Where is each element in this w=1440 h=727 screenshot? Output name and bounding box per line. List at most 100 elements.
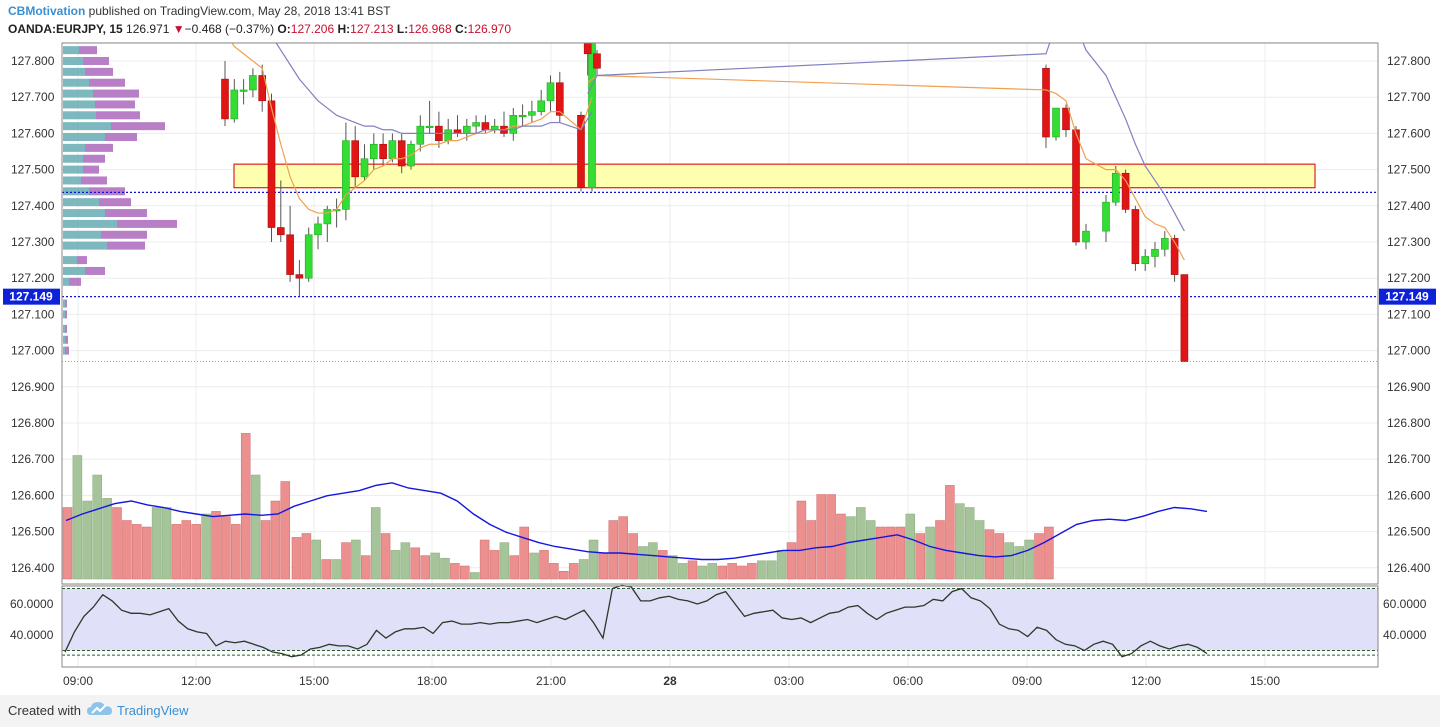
candle-body[interactable] — [1151, 248, 1159, 257]
candle-body[interactable] — [425, 125, 434, 128]
candle-body[interactable] — [379, 143, 387, 160]
candle-body[interactable] — [230, 89, 239, 120]
candle-body[interactable] — [1042, 67, 1050, 138]
candle-body[interactable] — [481, 122, 490, 131]
candle-body[interactable] — [1112, 172, 1120, 203]
volume-profile-down-bar — [65, 335, 68, 344]
y-tick-label-right: 127.200 — [1387, 271, 1431, 285]
candle-body[interactable] — [588, 43, 596, 189]
candle-body[interactable] — [444, 129, 453, 141]
y-tick-label-left: 126.700 — [11, 452, 55, 466]
candle-body[interactable] — [351, 140, 360, 178]
candle-body[interactable] — [472, 122, 480, 127]
candle-body[interactable] — [388, 140, 397, 160]
plot-border — [61, 42, 1379, 585]
low-label: L: — [396, 22, 409, 36]
tradingview-cloud-icon[interactable] — [87, 700, 113, 718]
tradingview-brand-link[interactable]: TradingView — [117, 703, 189, 718]
candle-body[interactable] — [1180, 274, 1189, 362]
candle-body[interactable] — [369, 143, 378, 160]
candle-body[interactable] — [416, 125, 425, 145]
candle-body[interactable] — [276, 227, 285, 236]
candle-body[interactable] — [323, 209, 332, 225]
candle-body[interactable] — [1062, 107, 1070, 131]
candle-body[interactable] — [546, 82, 555, 102]
volume-profile-down-bar — [85, 67, 113, 76]
candle-body[interactable] — [397, 140, 406, 167]
price-chart[interactable]: 127.800 127.800 127.700 127.700 127.600 127.6… — [0, 42, 1440, 695]
volume-bar — [62, 507, 73, 580]
candle-body[interactable] — [221, 78, 229, 120]
candle-body[interactable] — [528, 111, 536, 116]
candle-body[interactable] — [583, 43, 592, 55]
candle-body[interactable] — [239, 89, 248, 92]
candle-body[interactable] — [267, 100, 276, 228]
volume-profile-up-bar — [63, 133, 105, 142]
candle-body[interactable] — [1102, 201, 1110, 232]
candle-body[interactable] — [537, 100, 546, 112]
candle-body[interactable] — [295, 274, 304, 279]
volume-profile-down-bar — [65, 310, 67, 319]
volume-bar — [380, 533, 391, 580]
close-label: C: — [454, 22, 468, 36]
open-label: O: — [277, 22, 291, 36]
volume-bar — [895, 526, 906, 580]
volume-profile-down-bar — [93, 89, 139, 98]
candle-body[interactable] — [1082, 230, 1090, 243]
time-scale[interactable] — [0, 667, 1440, 695]
y-tick-label-right: 126.400 — [1387, 561, 1431, 575]
close-value: 126.970 — [467, 22, 512, 36]
volume-bar — [1044, 526, 1054, 580]
x-tick-label: 06:00 — [893, 674, 923, 688]
published-text: published on TradingView.com, May 28, 20… — [88, 4, 391, 18]
y-tick-label-left: 126.900 — [11, 380, 55, 394]
highlight-zone[interactable] — [233, 163, 1316, 189]
volume-bar — [717, 565, 727, 580]
candle-body[interactable] — [593, 53, 601, 69]
volume-profile-down-bar — [65, 299, 67, 308]
volume-bar — [291, 537, 302, 580]
symbol-label[interactable]: OANDA:EURJPY, 15 — [8, 22, 123, 36]
candle-body[interactable] — [360, 158, 369, 178]
candle-body[interactable] — [1141, 256, 1149, 265]
candle-body[interactable] — [1131, 209, 1140, 265]
candle-body[interactable] — [1052, 107, 1060, 138]
volume-profile-up-bar — [63, 209, 105, 218]
volume-profile-up-bar — [63, 46, 79, 55]
candle-body[interactable] — [314, 223, 322, 236]
candle-body[interactable] — [258, 75, 267, 102]
volume-bar — [677, 563, 688, 580]
candle-body[interactable] — [577, 115, 585, 189]
candle-body[interactable] — [518, 115, 527, 118]
left-price-scale[interactable] — [0, 42, 62, 667]
high-value: 127.213 — [350, 22, 394, 36]
volume-bar — [658, 550, 668, 580]
candle-body[interactable] — [286, 234, 294, 275]
volume-profile-up-bar — [63, 111, 96, 120]
volume-bar — [112, 507, 122, 580]
candle-body[interactable] — [1072, 129, 1080, 243]
candle-body[interactable] — [249, 75, 257, 91]
candle-body[interactable] — [1121, 172, 1130, 210]
x-tick-label: 21:00 — [536, 674, 566, 688]
candle-body[interactable] — [462, 125, 471, 134]
volume-bar — [727, 563, 737, 580]
volume-bar — [82, 500, 93, 580]
volume-profile-down-bar — [89, 78, 125, 87]
candle-body[interactable] — [342, 140, 350, 210]
x-tick-label: 15:00 — [299, 674, 329, 688]
volume-profile-down-bar — [107, 241, 145, 250]
y-tick-label-right: 127.700 — [1387, 90, 1431, 104]
volume-bar — [856, 507, 866, 580]
candle-body[interactable] — [304, 234, 313, 279]
volume-bar — [171, 524, 182, 580]
candle-body[interactable] — [555, 82, 564, 116]
right-price-scale[interactable] — [1378, 42, 1440, 667]
candle-body[interactable] — [509, 115, 518, 134]
x-tick-label: 12:00 — [1131, 674, 1161, 688]
candle-body[interactable] — [1161, 238, 1169, 250]
volume-profile-down-bar — [89, 187, 125, 196]
volume-bar — [984, 529, 995, 580]
author-link[interactable]: CBMotivation — [8, 4, 86, 18]
candle-body[interactable] — [1170, 238, 1179, 275]
